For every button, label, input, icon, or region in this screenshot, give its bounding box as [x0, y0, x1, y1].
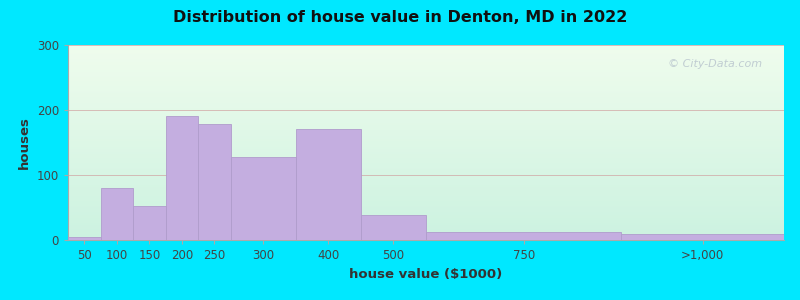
Bar: [622, 233, 784, 240]
Bar: [133, 206, 166, 240]
X-axis label: house value ($1000): house value ($1000): [350, 268, 502, 281]
Y-axis label: houses: houses: [18, 116, 31, 169]
Text: © City-Data.com: © City-Data.com: [668, 58, 762, 69]
Text: Distribution of house value in Denton, MD in 2022: Distribution of house value in Denton, M…: [173, 11, 627, 26]
Bar: [101, 188, 133, 240]
Bar: [361, 215, 426, 240]
Bar: [68, 237, 101, 240]
Bar: [296, 130, 361, 240]
Bar: [198, 124, 230, 240]
Bar: [166, 116, 198, 240]
Bar: [426, 232, 622, 240]
Bar: [230, 157, 296, 240]
